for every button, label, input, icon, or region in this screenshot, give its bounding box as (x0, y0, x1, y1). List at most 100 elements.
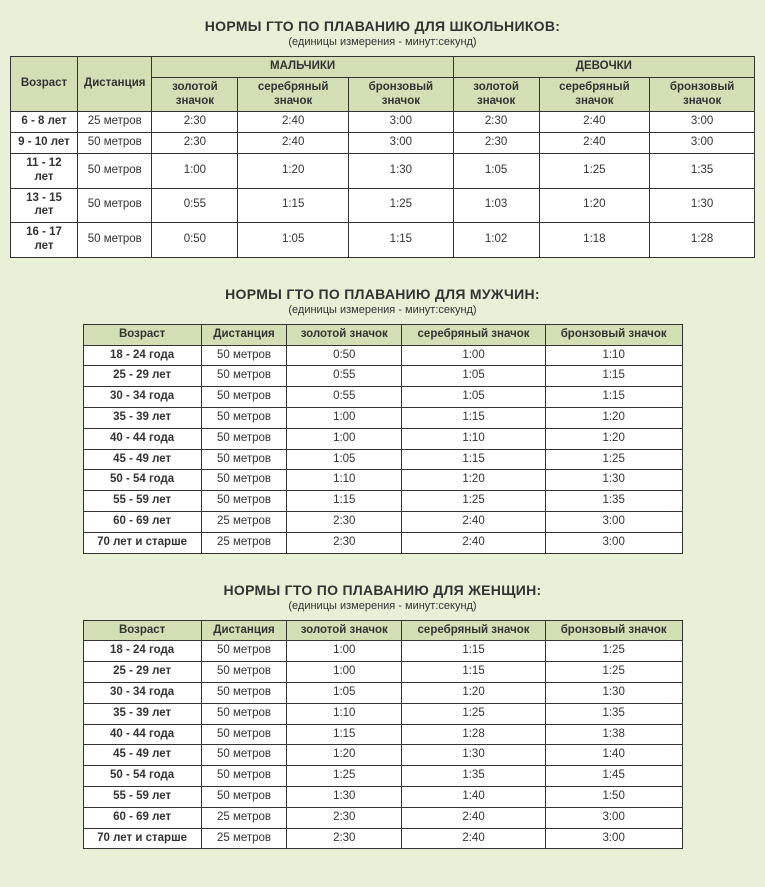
table-cell: 1:00 (287, 428, 402, 449)
table-cell: 1:05 (453, 153, 539, 188)
table-cell: 2:40 (402, 828, 546, 849)
col-age: Возраст (83, 620, 201, 641)
col-age: Возраст (11, 57, 78, 112)
table-cell: 2:40 (402, 511, 546, 532)
table-cell: 1:25 (402, 703, 546, 724)
table-cell: 30 - 34 года (83, 387, 201, 408)
women-subtitle: (единицы измерения - минут:секунд) (10, 600, 755, 612)
table-cell: 16 - 17 лет (11, 223, 78, 258)
table-cell: 1:05 (287, 682, 402, 703)
table-cell: 50 метров (201, 387, 287, 408)
men-subtitle: (единицы измерения - минут:секунд) (10, 304, 755, 316)
table-row: 70 лет и старше25 метров2:302:403:00 (83, 828, 682, 849)
table-cell: 1:15 (545, 366, 682, 387)
table-cell: 1:30 (545, 470, 682, 491)
table-cell: 50 метров (201, 745, 287, 766)
table-cell: 1:28 (650, 223, 755, 258)
table-cell: 50 метров (78, 133, 152, 154)
table-cell: 2:40 (402, 532, 546, 553)
table-cell: 2:30 (287, 807, 402, 828)
table-row: 18 - 24 года50 метров1:001:151:25 (83, 641, 682, 662)
table-cell: 1:20 (545, 428, 682, 449)
table-cell: 1:05 (402, 387, 546, 408)
col-girls-bronze: бронзовый значок (650, 77, 755, 112)
table-cell: 50 метров (201, 345, 287, 366)
table-cell: 1:10 (545, 345, 682, 366)
table-cell: 2:40 (238, 112, 349, 133)
table-cell: 2:30 (287, 511, 402, 532)
table-cell: 70 лет и старше (83, 532, 201, 553)
table-cell: 1:20 (545, 407, 682, 428)
table-cell: 9 - 10 лет (11, 133, 78, 154)
table-cell: 1:00 (287, 407, 402, 428)
table-cell: 50 метров (201, 703, 287, 724)
table-cell: 1:25 (287, 766, 402, 787)
table-cell: 25 - 29 лет (83, 662, 201, 683)
col-girls-silver: серебряный значок (539, 77, 650, 112)
table-cell: 50 метров (201, 366, 287, 387)
schoolchildren-section: НОРМЫ ГТО ПО ПЛАВАНИЮ ДЛЯ ШКОЛЬНИКОВ: (е… (10, 18, 755, 258)
women-section: НОРМЫ ГТО ПО ПЛАВАНИЮ ДЛЯ ЖЕНЩИН: (едини… (10, 582, 755, 850)
table-cell: 3:00 (349, 133, 454, 154)
table-cell: 1:15 (349, 223, 454, 258)
table-cell: 2:30 (152, 133, 238, 154)
table-cell: 1:30 (402, 745, 546, 766)
table-row: 45 - 49 лет50 метров1:051:151:25 (83, 449, 682, 470)
table-cell: 1:40 (402, 786, 546, 807)
table-cell: 1:20 (238, 153, 349, 188)
table-cell: 0:50 (152, 223, 238, 258)
col-boys: МАЛЬЧИКИ (152, 57, 453, 78)
women-title: НОРМЫ ГТО ПО ПЛАВАНИЮ ДЛЯ ЖЕНЩИН: (10, 582, 755, 598)
table-row: 9 - 10 лет50 метров2:302:403:002:302:403… (11, 133, 755, 154)
table-cell: 50 метров (201, 641, 287, 662)
men-title: НОРМЫ ГТО ПО ПЛАВАНИЮ ДЛЯ МУЖЧИН: (10, 286, 755, 302)
schoolchildren-table: Возраст Дистанция МАЛЬЧИКИ ДЕВОЧКИ золот… (10, 56, 755, 258)
table-cell: 50 метров (201, 682, 287, 703)
table-cell: 3:00 (650, 133, 755, 154)
table-row: 55 - 59 лет50 метров1:301:401:50 (83, 786, 682, 807)
table-cell: 2:40 (539, 112, 650, 133)
table-cell: 11 - 12 лет (11, 153, 78, 188)
table-cell: 50 метров (78, 223, 152, 258)
table-cell: 1:35 (545, 703, 682, 724)
col-boys-bronze: бронзовый значок (349, 77, 454, 112)
col-gold: золотой значок (287, 324, 402, 345)
table-cell: 1:25 (545, 662, 682, 683)
table-cell: 1:10 (287, 703, 402, 724)
table-cell: 50 метров (78, 188, 152, 223)
table-cell: 1:00 (287, 662, 402, 683)
table-cell: 1:02 (453, 223, 539, 258)
women-table: Возраст Дистанция золотой значок серебря… (83, 620, 683, 850)
table-row: 35 - 39 лет50 метров1:101:251:35 (83, 703, 682, 724)
table-cell: 1:25 (402, 491, 546, 512)
table-cell: 50 - 54 года (83, 766, 201, 787)
col-gold: золотой значок (287, 620, 402, 641)
col-distance: Дистанция (201, 620, 287, 641)
table-cell: 50 метров (201, 662, 287, 683)
table-cell: 40 - 44 года (83, 428, 201, 449)
table-row: 35 - 39 лет50 метров1:001:151:20 (83, 407, 682, 428)
table-cell: 55 - 59 лет (83, 786, 201, 807)
table-cell: 1:00 (402, 345, 546, 366)
table-cell: 25 - 29 лет (83, 366, 201, 387)
table-cell: 2:30 (287, 828, 402, 849)
table-cell: 1:15 (287, 724, 402, 745)
table-cell: 50 метров (201, 491, 287, 512)
table-cell: 1:30 (287, 786, 402, 807)
table-cell: 1:25 (545, 641, 682, 662)
table-row: 30 - 34 года50 метров0:551:051:15 (83, 387, 682, 408)
table-row: 60 - 69 лет25 метров2:302:403:00 (83, 511, 682, 532)
table-cell: 1:35 (402, 766, 546, 787)
col-silver: серебряный значок (402, 620, 546, 641)
table-cell: 25 метров (201, 511, 287, 532)
table-cell: 2:40 (539, 133, 650, 154)
table-row: 45 - 49 лет50 метров1:201:301:40 (83, 745, 682, 766)
table-cell: 35 - 39 лет (83, 703, 201, 724)
table-cell: 1:15 (238, 188, 349, 223)
col-silver: серебряный значок (402, 324, 546, 345)
table-cell: 1:10 (287, 470, 402, 491)
col-distance: Дистанция (78, 57, 152, 112)
table-cell: 0:55 (287, 366, 402, 387)
col-bronze: бронзовый значок (545, 324, 682, 345)
table-cell: 1:50 (545, 786, 682, 807)
